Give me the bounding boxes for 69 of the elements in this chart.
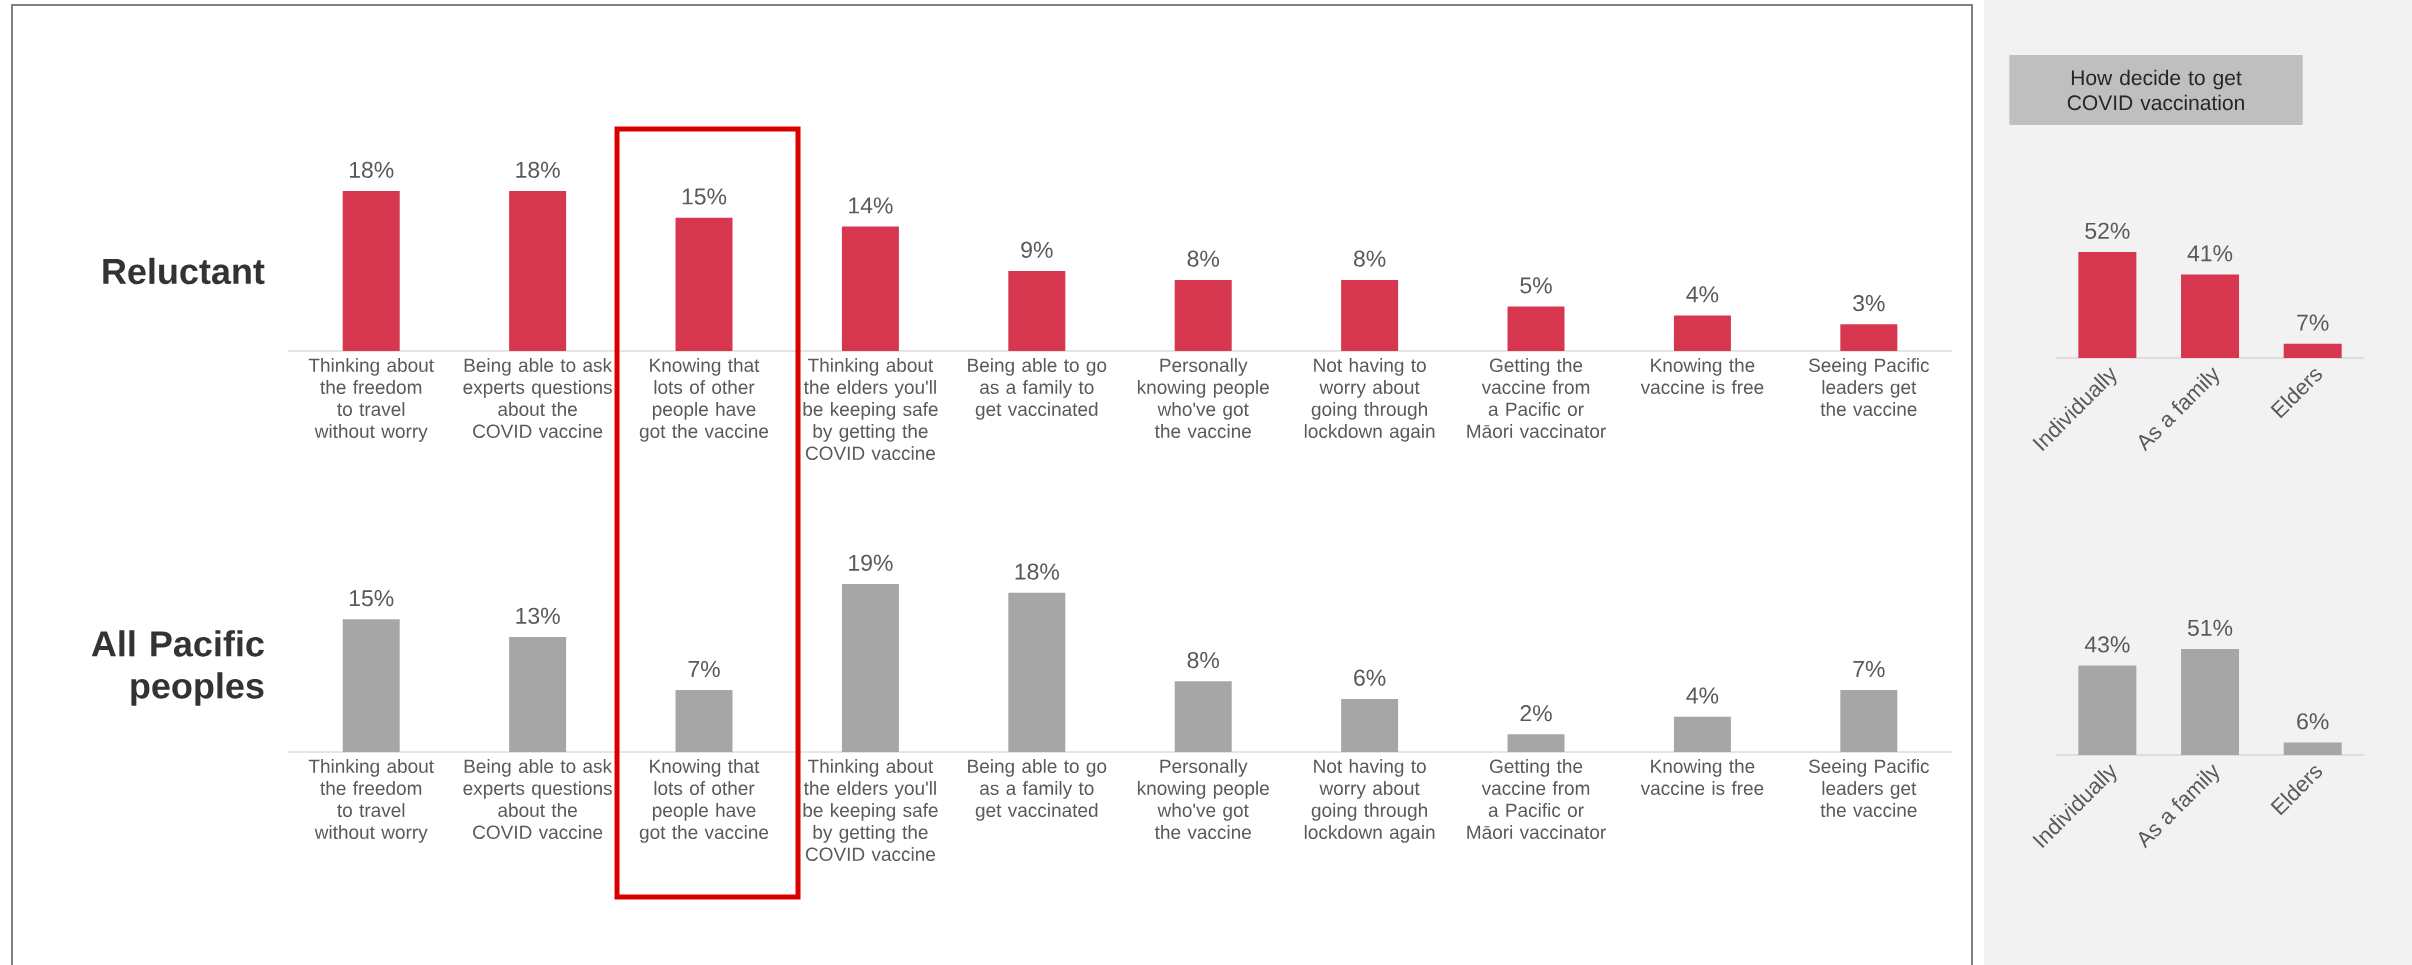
- data-label: 4%: [1686, 286, 1719, 303]
- bar: [1008, 271, 1066, 351]
- bar: [342, 190, 400, 351]
- data-label: 2%: [1520, 705, 1552, 722]
- x-tick-label: Knowing the vaccine is free: [1640, 759, 1764, 796]
- x-tick-label: Not having to worry about going through lockdown again: [1304, 358, 1435, 442]
- data-label: 7%: [688, 660, 720, 678]
- data-label: 9%: [1021, 241, 1053, 258]
- x-tick-label: Not having to worry about going through lockdown again: [1304, 759, 1435, 843]
- data-label: 13%: [516, 607, 560, 624]
- bar: [1507, 306, 1565, 351]
- data-label: 5%: [1520, 277, 1552, 294]
- x-tick-label: Being able to go as a family to get vaccinated: [968, 358, 1107, 420]
- text: All Pacific peoples: [91, 630, 264, 706]
- data-label: 18%: [349, 161, 394, 178]
- x-tick-label: Being able to ask experts questions about the COVID vaccine: [463, 759, 613, 840]
- bar: [1341, 279, 1399, 351]
- x-tick-label: Getting the vaccine from a Pacific or Māori vaccinator: [1467, 358, 1606, 439]
- data-label: 8%: [1187, 651, 1220, 669]
- bar: [1673, 716, 1731, 752]
- x-tick-label: Thinking about the elders you'll be keeping safe by getting the COVID vaccine: [803, 759, 938, 862]
- bar: [1673, 315, 1731, 351]
- x-tick-label: Thinking about the freedom to travel without worry: [308, 358, 434, 442]
- data-label: 43%: [2084, 636, 2130, 653]
- data-label: 51%: [2187, 619, 2233, 636]
- data-label: 18%: [516, 161, 560, 178]
- bar: [675, 690, 733, 752]
- x-tick-label: Knowing that lots of other people have got the vaccine: [639, 358, 769, 442]
- data-label: 7%: [2297, 314, 2329, 331]
- data-label: 52%: [2085, 222, 2130, 239]
- bar: [1341, 698, 1399, 752]
- data-label: 15%: [349, 590, 394, 607]
- x-tick-label: Being able to ask experts questions about the COVID vaccine: [463, 358, 613, 439]
- x-tick-label: Being able to go as a family to get vaccinated: [968, 759, 1107, 821]
- data-label: 3%: [1853, 294, 1885, 312]
- x-tick-label: Knowing the vaccine is free: [1640, 358, 1764, 395]
- bar: [509, 637, 567, 752]
- bar: [509, 190, 567, 351]
- x-tick-label: Personally knowing people who've got the vaccine: [1137, 759, 1269, 840]
- bar: [342, 619, 400, 752]
- data-label: 18%: [1015, 563, 1060, 580]
- x-tick-label: Personally knowing people who've got the vaccine: [1137, 358, 1269, 439]
- bar: [1840, 324, 1898, 351]
- data-label: 15%: [682, 188, 727, 205]
- x-tick-label: Thinking about the elders you'll be keeping safe by getting the COVID vaccine: [803, 358, 938, 461]
- bar: [841, 226, 899, 351]
- data-label: 8%: [1354, 250, 1386, 267]
- data-label: 14%: [849, 197, 893, 214]
- x-tick-label: Thinking about the freedom to travel without worry: [308, 759, 434, 843]
- data-label: 7%: [1853, 660, 1885, 678]
- x-tick-label: Knowing that lots of other people have got the vaccine: [639, 759, 769, 843]
- x-tick-label: Seeing Pacific leaders get the vaccine: [1808, 759, 1930, 818]
- bar: [1840, 690, 1898, 752]
- data-label: 19%: [849, 554, 893, 571]
- bar: [1174, 681, 1232, 752]
- data-label: 8%: [1187, 250, 1220, 267]
- data-label: 41%: [2187, 245, 2233, 262]
- bar: [1008, 592, 1066, 752]
- data-label: 6%: [2297, 713, 2329, 730]
- x-tick-label: Seeing Pacific leaders get the vaccine: [1808, 358, 1930, 417]
- bar: [675, 217, 733, 351]
- x-tick-label: Getting the vaccine from a Pacific or Māori vaccinator: [1467, 759, 1606, 840]
- bar: [841, 584, 899, 752]
- bar: [1174, 279, 1232, 351]
- data-label: 6%: [1354, 669, 1386, 686]
- chart-title: How decide to get COVID vaccination: [2067, 69, 2244, 111]
- data-label: 4%: [1686, 687, 1719, 704]
- bar: [1507, 734, 1565, 752]
- text: Reluctant: [103, 257, 265, 285]
